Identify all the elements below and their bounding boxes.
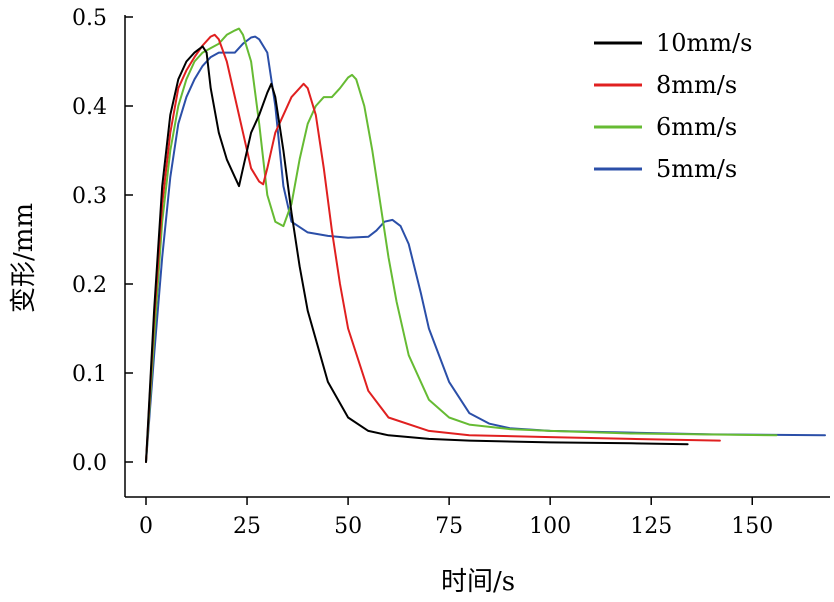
legend-label: 5mm/s bbox=[656, 155, 737, 183]
series-line-2 bbox=[145, 33, 721, 463]
x-tick-label: 100 bbox=[529, 514, 571, 539]
x-tick-label: 25 bbox=[233, 514, 261, 539]
legend: 10mm/s 8mm/s 6mm/s 5mm/s bbox=[594, 29, 752, 183]
x-tick-label: 150 bbox=[731, 514, 773, 539]
y-tick-label: 0.1 bbox=[72, 362, 107, 387]
series-line-1 bbox=[145, 45, 689, 463]
y-axis-title: 变形/mm bbox=[9, 203, 39, 313]
x-tick-label: 125 bbox=[630, 514, 672, 539]
ticks-layer: 0 25 50 75 100 125 150 0.0 0.1 0.2 0.3 0.4 0.5 bbox=[72, 6, 773, 539]
x-tick-label: 0 bbox=[139, 514, 153, 539]
y-tick-label: 0.2 bbox=[72, 273, 107, 298]
x-axis-title: 时间/s bbox=[441, 567, 515, 597]
legend-label: 6mm/s bbox=[656, 113, 737, 141]
series-layer bbox=[145, 27, 826, 463]
legend-label: 10mm/s bbox=[656, 29, 752, 57]
series-line-3 bbox=[145, 27, 778, 463]
x-tick-label: 75 bbox=[435, 514, 463, 539]
x-tick-label: 50 bbox=[334, 514, 362, 539]
axes-layer bbox=[124, 15, 830, 498]
legend-label: 8mm/s bbox=[656, 71, 737, 99]
y-tick-label: 0.4 bbox=[72, 95, 107, 120]
series-line-4 bbox=[145, 35, 826, 463]
y-tick-label: 0.0 bbox=[72, 451, 107, 476]
y-tick-label: 0.3 bbox=[72, 184, 107, 209]
y-tick-label: 0.5 bbox=[72, 6, 107, 31]
